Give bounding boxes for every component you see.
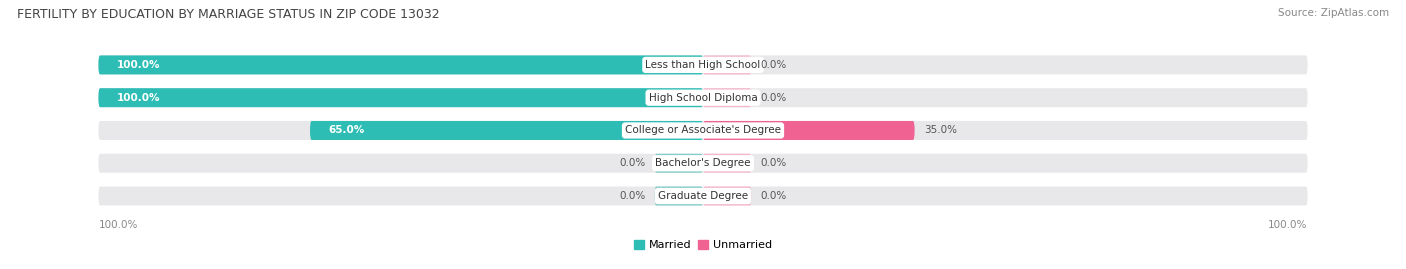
- Text: 100.0%: 100.0%: [117, 93, 160, 103]
- Text: 100.0%: 100.0%: [1268, 220, 1308, 230]
- Text: 0.0%: 0.0%: [619, 158, 645, 168]
- FancyBboxPatch shape: [98, 88, 703, 107]
- FancyBboxPatch shape: [98, 121, 1308, 140]
- Text: 0.0%: 0.0%: [761, 191, 787, 201]
- FancyBboxPatch shape: [703, 88, 751, 107]
- Text: 0.0%: 0.0%: [761, 158, 787, 168]
- Text: 0.0%: 0.0%: [761, 93, 787, 103]
- Text: 0.0%: 0.0%: [619, 191, 645, 201]
- FancyBboxPatch shape: [98, 55, 1308, 75]
- FancyBboxPatch shape: [98, 154, 1308, 173]
- FancyBboxPatch shape: [655, 154, 703, 173]
- FancyBboxPatch shape: [703, 186, 751, 206]
- Text: High School Diploma: High School Diploma: [648, 93, 758, 103]
- Text: Source: ZipAtlas.com: Source: ZipAtlas.com: [1278, 8, 1389, 18]
- FancyBboxPatch shape: [98, 88, 1308, 107]
- Text: Less than High School: Less than High School: [645, 60, 761, 70]
- Text: 35.0%: 35.0%: [924, 125, 956, 136]
- FancyBboxPatch shape: [703, 55, 751, 75]
- FancyBboxPatch shape: [98, 186, 1308, 206]
- Text: 65.0%: 65.0%: [328, 125, 364, 136]
- Text: Graduate Degree: Graduate Degree: [658, 191, 748, 201]
- FancyBboxPatch shape: [655, 186, 703, 206]
- Legend: Married, Unmarried: Married, Unmarried: [630, 235, 776, 255]
- FancyBboxPatch shape: [309, 121, 703, 140]
- Text: Bachelor's Degree: Bachelor's Degree: [655, 158, 751, 168]
- FancyBboxPatch shape: [703, 154, 751, 173]
- Text: 100.0%: 100.0%: [98, 220, 138, 230]
- Text: FERTILITY BY EDUCATION BY MARRIAGE STATUS IN ZIP CODE 13032: FERTILITY BY EDUCATION BY MARRIAGE STATU…: [17, 8, 440, 21]
- FancyBboxPatch shape: [703, 121, 915, 140]
- Text: 100.0%: 100.0%: [117, 60, 160, 70]
- Text: College or Associate's Degree: College or Associate's Degree: [626, 125, 780, 136]
- Text: 0.0%: 0.0%: [761, 60, 787, 70]
- FancyBboxPatch shape: [98, 55, 703, 75]
